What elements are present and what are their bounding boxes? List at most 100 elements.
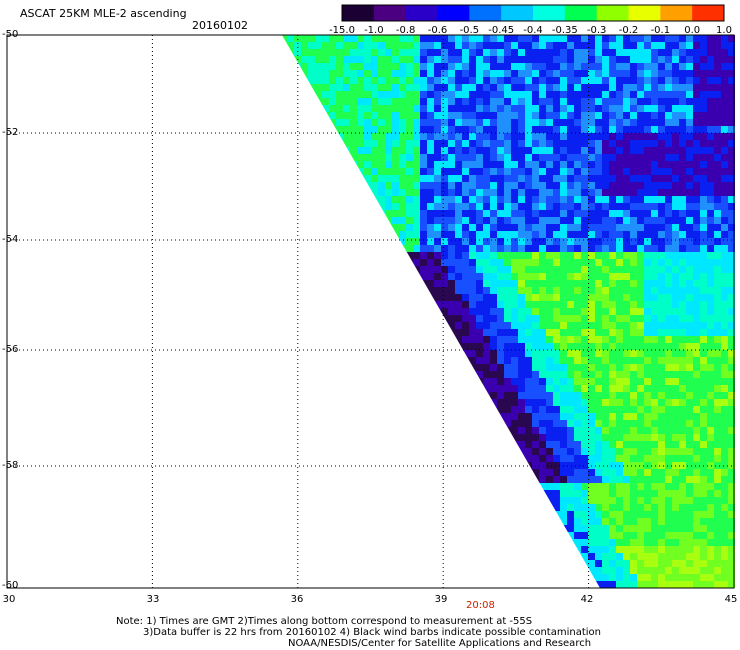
swath-pixel bbox=[630, 581, 637, 588]
swath-pixel bbox=[616, 448, 623, 455]
swath-pixel bbox=[665, 441, 672, 448]
swath-pixel bbox=[413, 210, 420, 217]
swath-pixel bbox=[308, 70, 315, 77]
swath-pixel bbox=[693, 441, 700, 448]
swath-pixel bbox=[602, 168, 609, 175]
swath-pixel bbox=[539, 420, 546, 427]
swath-pixel bbox=[378, 84, 385, 91]
swath-pixel bbox=[490, 70, 497, 77]
swath-pixel bbox=[532, 91, 539, 98]
swath-pixel bbox=[672, 112, 679, 119]
swath-pixel bbox=[728, 161, 735, 168]
swath-pixel bbox=[665, 217, 672, 224]
swath-pixel bbox=[609, 343, 616, 350]
swath-pixel bbox=[686, 560, 693, 567]
swath-pixel bbox=[553, 203, 560, 210]
swath-pixel bbox=[609, 518, 616, 525]
swath-pixel bbox=[595, 525, 602, 532]
swath-pixel bbox=[462, 294, 469, 301]
swath-pixel bbox=[651, 567, 658, 574]
swath-pixel bbox=[392, 105, 399, 112]
swath-pixel bbox=[595, 406, 602, 413]
swath-pixel bbox=[651, 280, 658, 287]
swath-pixel bbox=[595, 308, 602, 315]
swath-pixel bbox=[462, 196, 469, 203]
swath-pixel bbox=[518, 406, 525, 413]
swath-pixel bbox=[483, 112, 490, 119]
swath-pixel bbox=[504, 315, 511, 322]
swath-pixel bbox=[665, 161, 672, 168]
swath-pixel bbox=[483, 343, 490, 350]
swath-pixel bbox=[511, 203, 518, 210]
swath-pixel bbox=[511, 168, 518, 175]
swath-pixel bbox=[630, 455, 637, 462]
swath-pixel bbox=[567, 399, 574, 406]
swath-pixel bbox=[490, 294, 497, 301]
swath-pixel bbox=[616, 182, 623, 189]
swath-pixel bbox=[441, 224, 448, 231]
swath-pixel bbox=[336, 63, 343, 70]
swath-pixel bbox=[532, 448, 539, 455]
swath-pixel bbox=[392, 203, 399, 210]
swath-pixel bbox=[658, 245, 665, 252]
swath-pixel bbox=[567, 168, 574, 175]
swath-pixel bbox=[455, 259, 462, 266]
swath-pixel bbox=[518, 308, 525, 315]
swath-pixel bbox=[490, 224, 497, 231]
swath-pixel bbox=[546, 49, 553, 56]
swath-pixel bbox=[595, 105, 602, 112]
swath-pixel bbox=[504, 189, 511, 196]
swath-pixel bbox=[539, 70, 546, 77]
swath-pixel bbox=[609, 63, 616, 70]
swath-pixel bbox=[462, 91, 469, 98]
swath-pixel bbox=[651, 392, 658, 399]
swath-pixel bbox=[672, 168, 679, 175]
swath-pixel bbox=[539, 91, 546, 98]
swath-pixel bbox=[581, 49, 588, 56]
swath-pixel bbox=[651, 525, 658, 532]
swath-pixel bbox=[651, 490, 658, 497]
swath-pixel bbox=[518, 77, 525, 84]
swath-pixel bbox=[504, 126, 511, 133]
swath-pixel bbox=[588, 63, 595, 70]
swath-pixel bbox=[588, 84, 595, 91]
swath-pixel bbox=[497, 210, 504, 217]
swath-pixel bbox=[420, 224, 427, 231]
swath-pixel bbox=[441, 112, 448, 119]
swath-pixel bbox=[588, 560, 595, 567]
swath-pixel bbox=[294, 42, 301, 49]
swath-pixel bbox=[714, 497, 721, 504]
swath-pixel bbox=[539, 455, 546, 462]
swath-pixel bbox=[728, 539, 735, 546]
swath-pixel bbox=[623, 56, 630, 63]
swath-pixel bbox=[679, 441, 686, 448]
swath-pixel bbox=[350, 91, 357, 98]
swath-pixel bbox=[420, 35, 427, 42]
swath-pixel bbox=[651, 504, 658, 511]
swath-pixel bbox=[560, 427, 567, 434]
swath-pixel bbox=[637, 154, 644, 161]
swath-pixel bbox=[441, 42, 448, 49]
swath-pixel bbox=[728, 77, 735, 84]
swath-pixel bbox=[721, 91, 728, 98]
swath-pixel bbox=[420, 140, 427, 147]
swath-pixel bbox=[623, 245, 630, 252]
swath-pixel bbox=[441, 98, 448, 105]
swath-pixel bbox=[511, 224, 518, 231]
swath-pixel bbox=[497, 224, 504, 231]
swath-pixel bbox=[609, 427, 616, 434]
swath-pixel bbox=[574, 196, 581, 203]
swath-pixel bbox=[497, 252, 504, 259]
swath-pixel bbox=[609, 301, 616, 308]
swath-pixel bbox=[679, 294, 686, 301]
swath-pixel bbox=[658, 42, 665, 49]
swath-pixel bbox=[560, 91, 567, 98]
swath-pixel bbox=[707, 378, 714, 385]
swath-pixel bbox=[644, 259, 651, 266]
swath-pixel bbox=[560, 98, 567, 105]
swath-pixel bbox=[672, 574, 679, 581]
swath-pixel bbox=[539, 483, 546, 490]
swath-pixel bbox=[679, 518, 686, 525]
swath-pixel bbox=[728, 497, 735, 504]
swath-pixel bbox=[630, 427, 637, 434]
